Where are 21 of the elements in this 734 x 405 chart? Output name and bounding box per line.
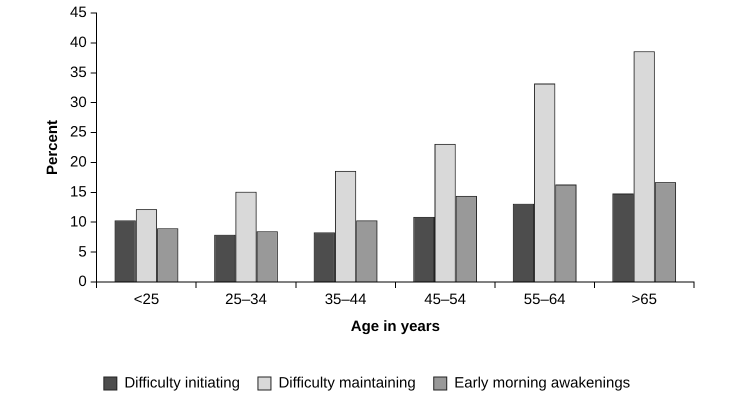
y-tick-label: 15 <box>70 183 87 200</box>
y-tick-label: 40 <box>70 34 87 52</box>
legend-label: Difficulty initiating <box>124 374 240 392</box>
y-tick-label: 20 <box>70 154 87 171</box>
y-tick-label: 10 <box>70 213 87 230</box>
legend-label: Difficulty maintaining <box>278 374 416 392</box>
x-tick-label: >65 <box>631 291 657 308</box>
x-tick-label: 45–54 <box>424 291 466 308</box>
y-axis-title: Percent <box>44 120 62 176</box>
legend-label: Early morning awakenings <box>454 374 630 392</box>
y-tick-label: 5 <box>78 243 87 260</box>
x-tick-label: 55–64 <box>524 291 566 308</box>
y-tick-label: 25 <box>70 124 87 141</box>
y-tick-label: 45 <box>70 4 87 22</box>
x-axis-title: Age in years <box>350 318 440 336</box>
y-tick-label: 0 <box>78 273 87 290</box>
x-tick-label: 25–34 <box>225 291 267 308</box>
y-tick-label: 35 <box>70 64 87 81</box>
y-tick-label: 30 <box>70 94 87 111</box>
x-tick-label: <25 <box>134 291 160 308</box>
x-tick-label: 35–44 <box>324 291 366 308</box>
